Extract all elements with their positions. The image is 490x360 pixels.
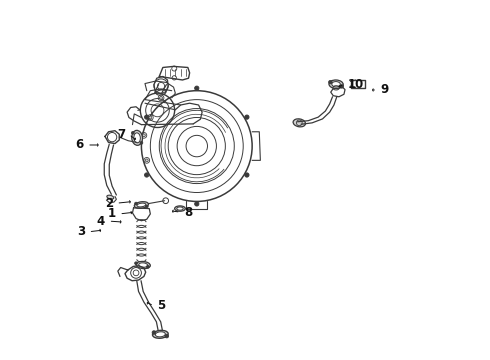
Ellipse shape — [137, 203, 146, 207]
Circle shape — [149, 116, 152, 119]
Text: 7: 7 — [117, 128, 125, 141]
Text: 2: 2 — [105, 197, 113, 210]
Circle shape — [245, 173, 249, 177]
Circle shape — [245, 115, 249, 119]
Circle shape — [145, 173, 149, 177]
Ellipse shape — [136, 261, 150, 269]
Ellipse shape — [139, 263, 147, 267]
Text: 6: 6 — [75, 139, 83, 152]
Circle shape — [146, 205, 148, 208]
Text: 4: 4 — [97, 215, 105, 228]
Ellipse shape — [134, 202, 148, 208]
Text: 1: 1 — [108, 207, 116, 220]
Ellipse shape — [332, 82, 341, 87]
Ellipse shape — [174, 206, 185, 211]
Ellipse shape — [177, 207, 183, 210]
Circle shape — [146, 159, 148, 162]
Circle shape — [135, 202, 138, 205]
Circle shape — [135, 262, 138, 265]
Circle shape — [329, 80, 332, 84]
Ellipse shape — [132, 130, 143, 145]
Circle shape — [195, 86, 199, 90]
Circle shape — [140, 141, 143, 144]
Ellipse shape — [155, 332, 165, 337]
Ellipse shape — [134, 133, 140, 143]
Text: 8: 8 — [184, 206, 193, 219]
Text: 9: 9 — [381, 84, 389, 96]
Circle shape — [145, 115, 149, 119]
Ellipse shape — [152, 330, 168, 338]
Text: 5: 5 — [157, 299, 166, 312]
Circle shape — [143, 134, 146, 137]
Circle shape — [147, 265, 149, 268]
Circle shape — [195, 202, 199, 206]
Ellipse shape — [107, 195, 114, 199]
Circle shape — [160, 96, 163, 99]
Circle shape — [340, 85, 343, 88]
Circle shape — [165, 334, 169, 338]
Ellipse shape — [293, 119, 305, 127]
Text: 3: 3 — [77, 225, 85, 238]
Circle shape — [131, 131, 134, 134]
Ellipse shape — [329, 80, 343, 89]
Text: 10: 10 — [348, 78, 364, 91]
Circle shape — [152, 331, 156, 334]
